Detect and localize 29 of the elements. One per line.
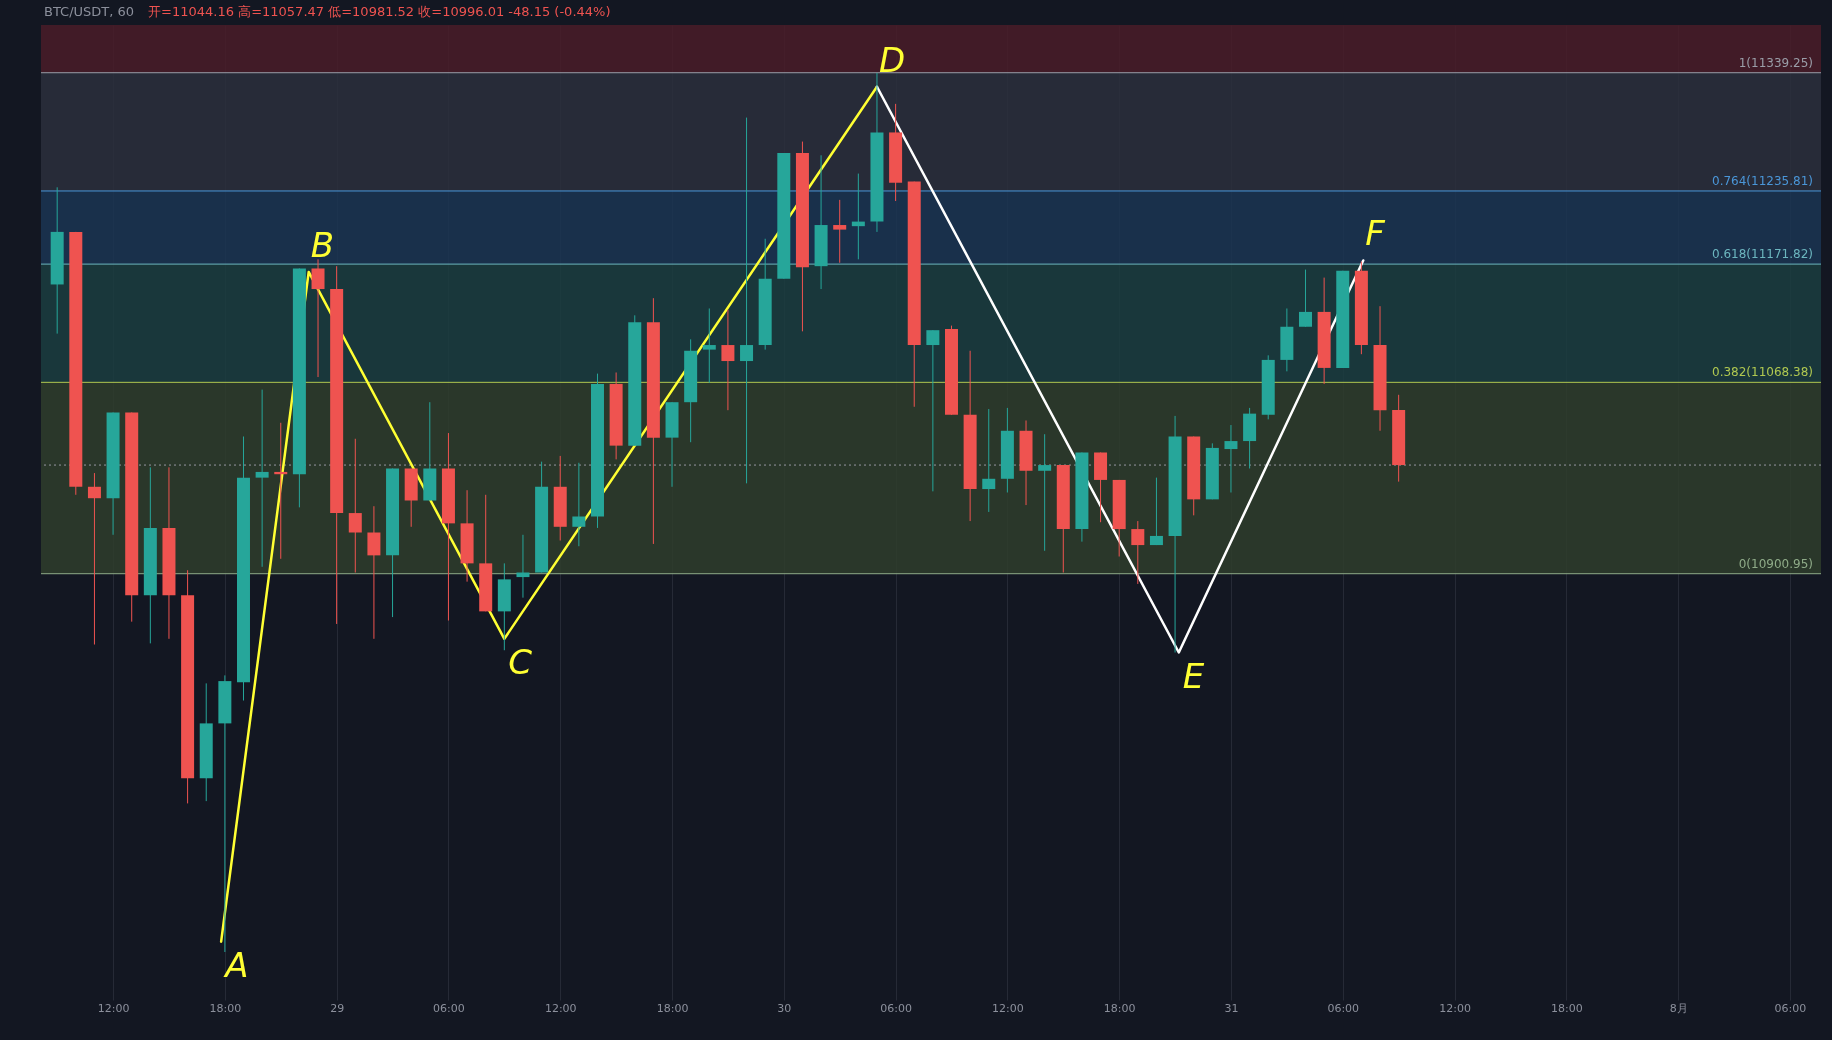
chart-subtitle: 开=11044.16 高=11057.47 低=10981.52 收=10996.01 -48.15 (-0.44%) — [148, 4, 611, 19]
x-tick-label: 12:00 — [992, 1001, 1024, 1015]
annotation: E — [1182, 655, 1205, 696]
x-tick-label: 12:00 — [1439, 1001, 1471, 1015]
chart-title: BTC/USDT, 60 — [44, 4, 135, 19]
x-tick-label: 30 — [777, 1001, 792, 1015]
x-tick-label: 12:00 — [97, 1001, 130, 1015]
x-tick-label: 18:00 — [656, 1001, 689, 1015]
x-tick-label: 06:00 — [1774, 1001, 1807, 1015]
x-tick-label: 12:00 — [544, 1001, 577, 1015]
x-tick-label: 31 — [1224, 1001, 1239, 1015]
x-tick-label: 8月 — [1669, 1001, 1688, 1015]
x-tick-label: 18:00 — [1103, 1001, 1136, 1015]
annotation: A — [223, 944, 249, 985]
ref-line-label: 0.764(11235.81) — [1712, 173, 1813, 188]
annotation: F — [1365, 213, 1386, 254]
x-tick-label: 18:00 — [209, 1001, 242, 1015]
x-tick-label: 06:00 — [1327, 1001, 1360, 1015]
annotation: D — [878, 39, 906, 80]
annotation: C — [508, 641, 533, 682]
ref-line-label: 0.382(11068.38) — [1712, 365, 1813, 380]
x-tick-label: 29 — [330, 1001, 345, 1015]
x-tick-label: 18:00 — [1550, 1001, 1583, 1015]
x-tick-label: 06:00 — [880, 1001, 912, 1015]
annotation: B — [310, 224, 335, 265]
x-tick-label: 06:00 — [433, 1001, 465, 1015]
ref-line-label: 1(11339.25) — [1738, 55, 1813, 70]
ref-line-label: 0(10900.95) — [1738, 556, 1813, 571]
ref-line-label: 0.618(11171.82) — [1712, 247, 1813, 262]
